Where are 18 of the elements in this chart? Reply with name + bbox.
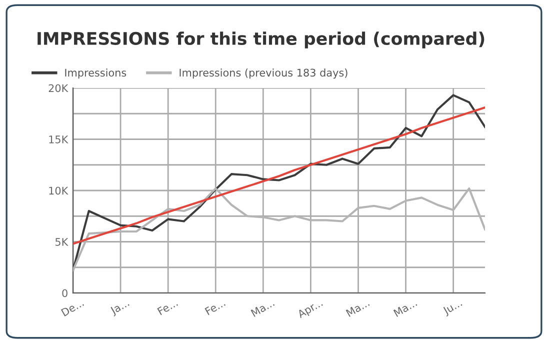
y-tick-label: 20K bbox=[48, 84, 68, 92]
x-tick-label: Fe... bbox=[204, 298, 226, 316]
legend-label: Impressions bbox=[65, 68, 126, 79]
y-tick-label: 10K bbox=[49, 186, 68, 195]
x-tick-label: Apr... bbox=[296, 298, 324, 320]
x-tick-label: De... bbox=[60, 298, 84, 317]
x-tick-label: Ma... bbox=[346, 298, 370, 317]
line-series bbox=[73, 106, 485, 245]
x-tick-label: Ma... bbox=[250, 298, 275, 317]
y-tick-label: 15K bbox=[49, 136, 68, 144]
x-tick-label: Ma... bbox=[393, 298, 418, 317]
x-tick-label: Fe... bbox=[157, 298, 178, 316]
chart-title: IMPRESSIONS for this time period (compared) bbox=[38, 32, 484, 48]
legend-label: Impressions (previous 183 days) bbox=[180, 68, 348, 79]
y-tick-label: 5K bbox=[55, 238, 68, 246]
y-tick-label: 0 bbox=[62, 289, 68, 298]
x-tick-label: Ju... bbox=[442, 298, 464, 317]
x-tick-label: Ja... bbox=[109, 298, 130, 316]
